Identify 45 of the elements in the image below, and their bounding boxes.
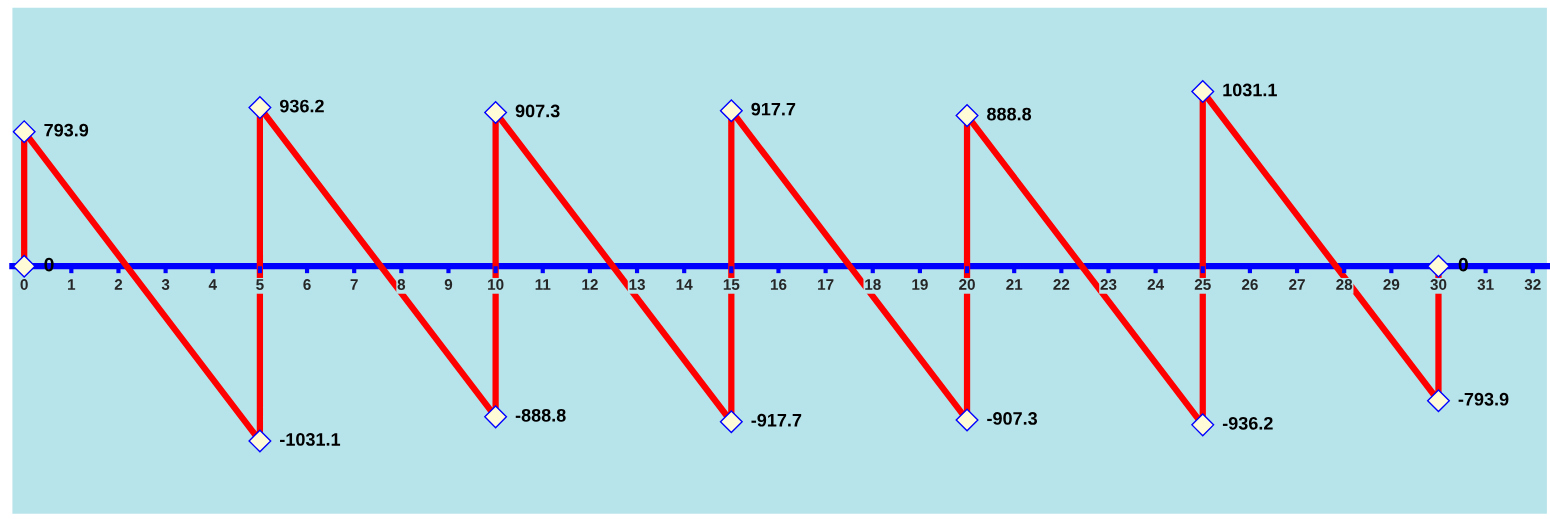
x-tick-label: 5 — [256, 279, 264, 290]
data-label: -793.9 — [1458, 392, 1509, 406]
x-tick-label: 12 — [582, 279, 598, 290]
x-tick-label: 2 — [114, 279, 123, 290]
x-tick-label: 22 — [1053, 279, 1070, 290]
x-tick-label: 30 — [1430, 279, 1447, 290]
x-tick-label: 7 — [350, 279, 358, 290]
x-tick-label: 8 — [397, 279, 406, 290]
data-label: -888.8 — [515, 408, 566, 422]
x-tick-label: 0 — [20, 279, 28, 290]
x-tick-label: 21 — [1006, 279, 1023, 290]
data-label: 793.9 — [44, 123, 89, 137]
x-tick-label: 15 — [723, 279, 740, 290]
x-tick-label: 4 — [208, 279, 217, 290]
x-tick-label: 10 — [488, 279, 504, 290]
data-label: 888.8 — [987, 107, 1032, 121]
x-tick-label: 9 — [444, 279, 453, 290]
x-tick-label: 17 — [818, 279, 834, 290]
data-label: -917.7 — [751, 413, 802, 427]
data-label: 917.7 — [751, 102, 796, 116]
x-tick-label: 13 — [629, 279, 645, 290]
x-tick-label: 14 — [676, 279, 693, 290]
x-tick-label: 25 — [1194, 279, 1211, 290]
x-tick-label: 20 — [959, 279, 975, 290]
x-tick-label: 24 — [1147, 279, 1165, 290]
data-label: 1031.1 — [1223, 83, 1277, 97]
x-tick-label: 19 — [912, 279, 928, 290]
data-label: -1031.1 — [280, 433, 341, 446]
x-tick-label: 1 — [68, 279, 76, 290]
x-tick-label: 27 — [1289, 279, 1305, 290]
x-tick-label: 32 — [1524, 279, 1541, 290]
x-tick-label: 29 — [1383, 279, 1400, 290]
x-tick-label: 11 — [535, 279, 551, 290]
data-label: 907.3 — [515, 104, 560, 118]
data-label: 936.2 — [279, 99, 324, 113]
x-tick-label: 6 — [303, 279, 311, 290]
data-label: -936.2 — [1222, 416, 1273, 430]
x-tick-label: 28 — [1336, 279, 1353, 290]
x-tick-label: 31 — [1477, 279, 1494, 290]
x-tick-label: 26 — [1241, 279, 1258, 290]
x-tick-label: 16 — [770, 279, 787, 290]
data-label: -907.3 — [987, 412, 1038, 425]
x-tick-label: 18 — [865, 279, 881, 290]
x-tick-label: 3 — [161, 279, 170, 290]
x-tick-label: 23 — [1100, 279, 1117, 290]
